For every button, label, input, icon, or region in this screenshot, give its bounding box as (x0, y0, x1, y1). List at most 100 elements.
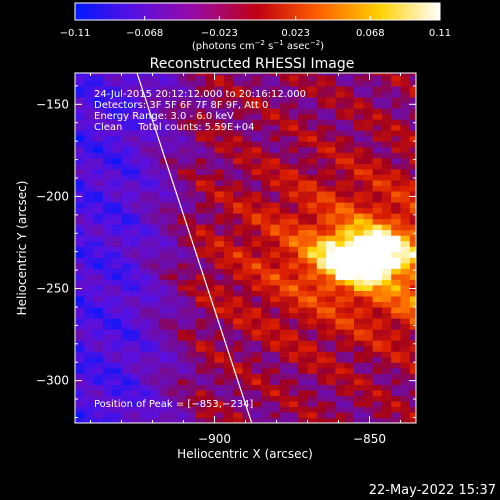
heatmap-cell (112, 312, 123, 319)
heatmap-cell (214, 135, 225, 142)
heatmap-cell (391, 268, 402, 275)
heatmap-cell (214, 168, 225, 175)
heatmap-cell (158, 163, 169, 170)
heatmap-cell (93, 85, 104, 93)
heatmap-cell (186, 130, 197, 137)
heatmap-cell (251, 367, 262, 374)
heatmap-cell (214, 185, 225, 192)
heatmap-cell (363, 345, 374, 352)
heatmap-cell (270, 108, 281, 115)
heatmap-cell (214, 73, 225, 76)
heatmap-cell (279, 113, 290, 120)
heatmap-cell (195, 295, 206, 303)
heatmap-cell (316, 295, 327, 303)
heatmap-cell (186, 411, 197, 419)
heatmap-cell (121, 124, 132, 131)
heatmap-cell (344, 334, 355, 341)
heatmap-cell (186, 185, 197, 192)
heatmap-cell (93, 102, 104, 109)
heatmap-cell (261, 80, 271, 87)
heatmap-cell (242, 312, 253, 319)
heatmap-cell (409, 91, 416, 98)
heatmap-cell (75, 218, 85, 225)
heatmap-cell (195, 318, 206, 325)
heatmap-cell (233, 246, 243, 253)
heatmap-cell (158, 340, 169, 347)
heatmap-cell (372, 80, 383, 87)
heatmap-cell (205, 400, 216, 408)
heatmap-cell (242, 262, 253, 269)
heatmap-cell (168, 290, 178, 297)
heatmap-cell (391, 124, 402, 131)
heatmap-cell (381, 395, 392, 402)
heatmap-cell (214, 91, 225, 98)
heatmap-cell (149, 306, 160, 314)
heatmap-cell (195, 417, 206, 423)
heatmap-cell (288, 406, 299, 413)
heatmap-cell (261, 329, 271, 336)
heatmap-cell (149, 378, 160, 385)
heatmap-cell (158, 268, 169, 275)
heatmap-cell (363, 91, 374, 98)
heatmap-cell (214, 351, 225, 358)
heatmap-cell (112, 96, 123, 104)
heatmap-cell (409, 229, 416, 236)
annotations: 24-Jul-2015 20:12:12.000 to 20:16:12.000… (94, 89, 306, 410)
heatmap-cell (130, 334, 141, 341)
heatmap-cell (381, 229, 392, 236)
heatmap-cell (354, 329, 364, 336)
heatmap-cell (84, 406, 95, 413)
heatmap-cell (140, 334, 150, 341)
heatmap-cell (242, 373, 253, 380)
heatmap-cell (307, 400, 318, 408)
heatmap-cell (335, 240, 346, 247)
heatmap-cell (140, 301, 150, 308)
heatmap-cell (102, 113, 113, 120)
heatmap-cell (233, 119, 243, 126)
heatmap-cell (270, 185, 281, 192)
heatmap-cell (130, 135, 141, 142)
heatmap-cell (177, 74, 188, 81)
heatmap-cell (298, 85, 309, 93)
heatmap-cell (363, 174, 374, 181)
heatmap-cell (288, 240, 299, 247)
annotation-clean-counts: Clean Total counts: 5.59E+04 (94, 122, 254, 133)
heatmap-cell (251, 384, 262, 391)
heatmap-cell (186, 135, 197, 142)
heatmap-cell (316, 102, 327, 109)
heatmap-cell (205, 411, 216, 419)
heatmap-cell (102, 207, 113, 214)
heatmap-cell (140, 417, 150, 423)
heatmap-cell (381, 235, 392, 242)
heatmap-cell (195, 207, 206, 214)
heatmap-cell (409, 295, 416, 303)
heatmap-cell (112, 279, 123, 286)
heatmap-cell (335, 201, 346, 209)
heatmap-cell (372, 417, 383, 423)
heatmap-cell (140, 400, 150, 408)
heatmap-cell (391, 179, 402, 186)
heatmap-cell (186, 262, 197, 269)
heatmap-cell (326, 218, 336, 225)
heatmap-cell (279, 102, 290, 109)
heatmap-cell (400, 340, 411, 347)
heatmap-cell (391, 306, 402, 314)
heatmap-cell (307, 329, 318, 336)
heatmap-cell (316, 74, 327, 81)
heatmap-cell (102, 240, 113, 247)
heatmap-cell (149, 417, 160, 423)
heatmap-cell (121, 224, 132, 231)
heatmap-cell (279, 345, 290, 352)
heatmap-cell (381, 157, 392, 164)
heatmap-cell (261, 207, 271, 214)
heatmap-cell (251, 262, 262, 269)
heatmap-cell (149, 406, 160, 413)
heatmap-cell (140, 102, 150, 109)
heatmap-cell (223, 102, 234, 109)
heatmap-cell (391, 411, 402, 419)
heatmap-cell (121, 362, 132, 369)
heatmap-cell (140, 174, 150, 181)
heatmap-cell (149, 224, 160, 231)
heatmap-cell (205, 108, 216, 115)
heatmap-cell (84, 251, 95, 258)
